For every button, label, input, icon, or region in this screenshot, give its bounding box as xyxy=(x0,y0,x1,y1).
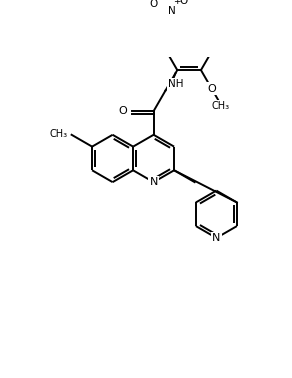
Text: O: O xyxy=(207,84,216,94)
Text: O⁻: O⁻ xyxy=(180,0,193,6)
Text: CH₃: CH₃ xyxy=(212,101,230,111)
Text: N: N xyxy=(212,233,220,243)
Text: CH₃: CH₃ xyxy=(49,129,67,139)
Text: O: O xyxy=(119,106,127,116)
Text: +: + xyxy=(173,0,181,6)
Text: N: N xyxy=(168,6,176,15)
Text: O: O xyxy=(150,0,158,9)
Text: NH: NH xyxy=(168,79,183,89)
Text: N: N xyxy=(150,177,158,187)
